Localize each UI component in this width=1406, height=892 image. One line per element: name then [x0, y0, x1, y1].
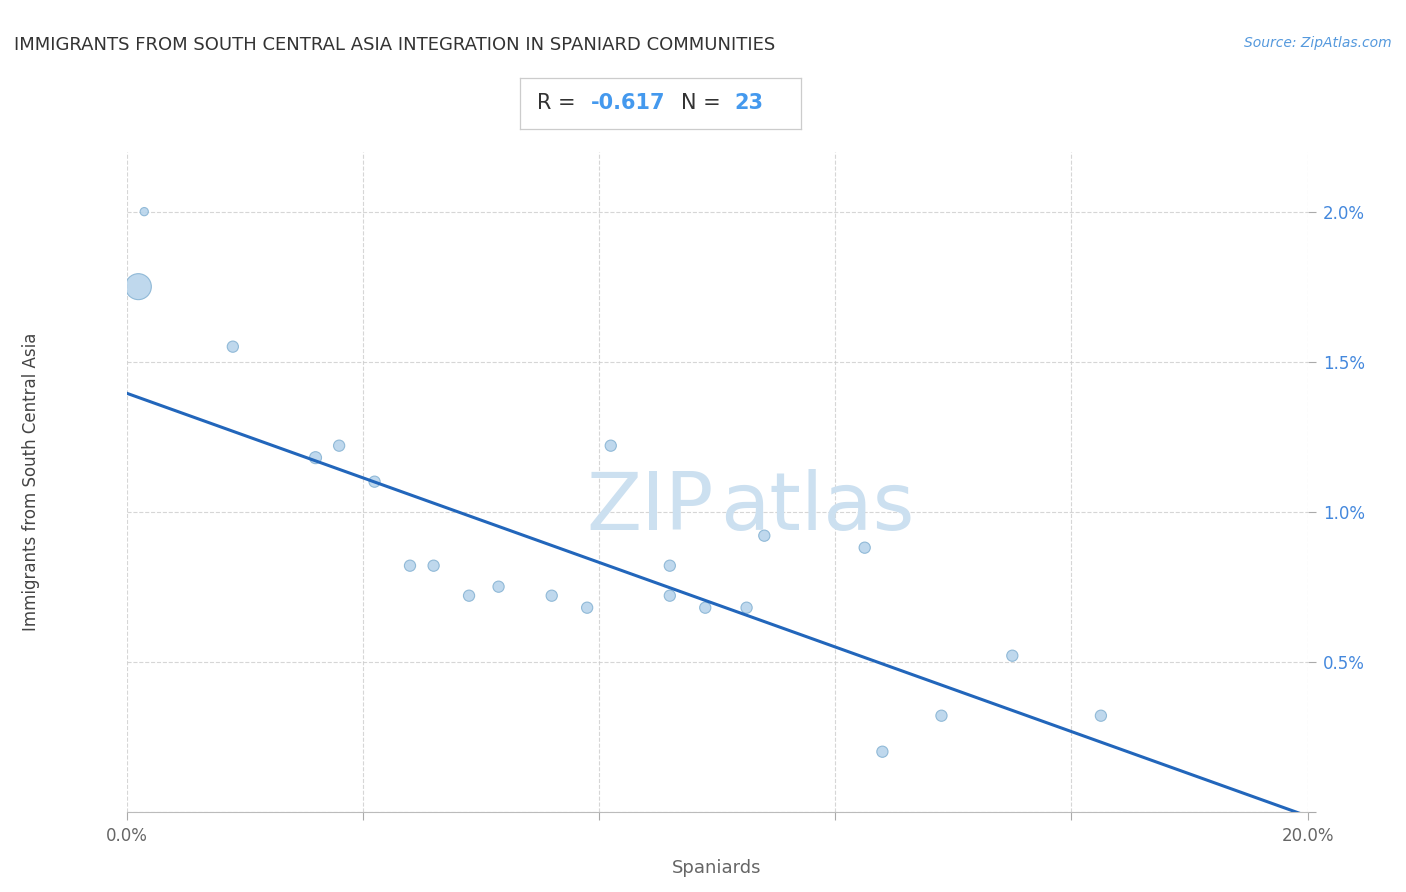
Point [1090, 708, 1112, 723]
Point [222, 340, 245, 354]
Text: ZIP: ZIP [586, 469, 713, 547]
Point [853, 541, 876, 555]
Point [735, 600, 758, 615]
Text: R =: R = [537, 94, 582, 113]
Point [576, 600, 599, 615]
Point [754, 529, 776, 543]
Point [872, 745, 894, 759]
Point [422, 558, 444, 573]
Point [540, 589, 562, 603]
Point [599, 439, 621, 453]
Text: Immigrants from South Central Asia: Immigrants from South Central Asia [22, 333, 39, 631]
Point [304, 450, 326, 465]
Text: Source: ZipAtlas.com: Source: ZipAtlas.com [1244, 36, 1392, 50]
Point [399, 558, 422, 573]
Text: 23: 23 [734, 94, 763, 113]
Text: IMMIGRANTS FROM SOUTH CENTRAL ASIA INTEGRATION IN SPANIARD COMMUNITIES: IMMIGRANTS FROM SOUTH CENTRAL ASIA INTEG… [14, 36, 775, 54]
Point [134, 204, 156, 219]
Point [328, 439, 350, 453]
Point [695, 600, 717, 615]
Point [488, 580, 510, 594]
Point [127, 279, 149, 293]
Point [1001, 648, 1024, 663]
Point [458, 589, 481, 603]
Point [658, 589, 681, 603]
Text: -0.617: -0.617 [591, 94, 665, 113]
Text: N =: N = [681, 94, 727, 113]
Point [658, 558, 681, 573]
Point [931, 708, 953, 723]
X-axis label: Spaniards: Spaniards [672, 859, 762, 877]
Text: atlas: atlas [721, 469, 915, 547]
Point [363, 475, 385, 489]
